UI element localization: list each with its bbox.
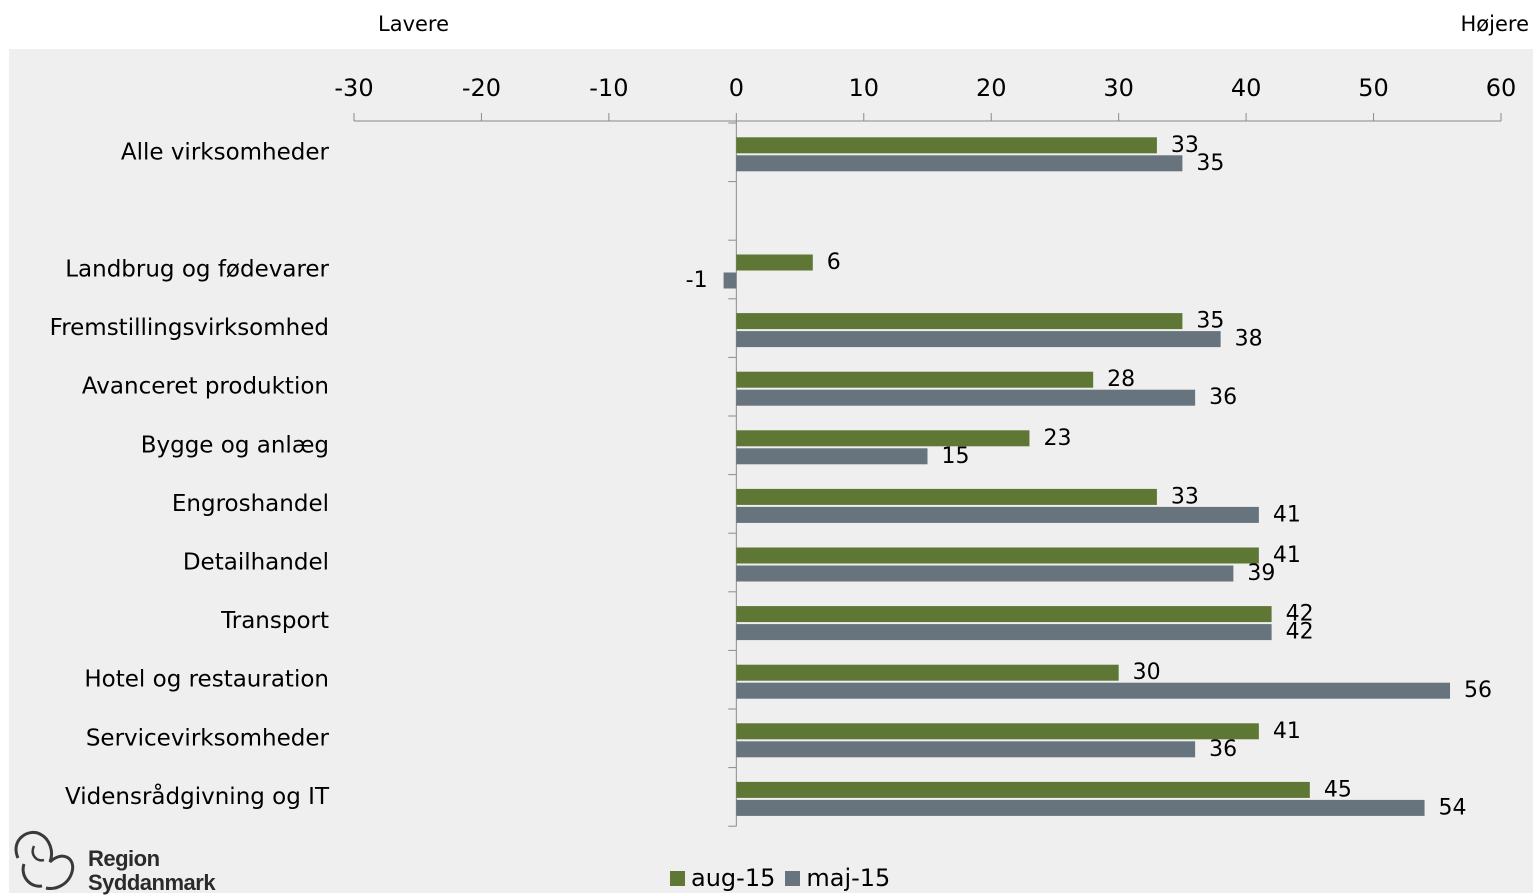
bar-maj-15	[736, 624, 1272, 641]
bar-maj-15	[736, 448, 928, 465]
bar-maj-15	[736, 741, 1196, 758]
data-label: 30	[1133, 660, 1161, 685]
bar-maj-15	[736, 155, 1183, 172]
bar-maj-15	[736, 799, 1425, 816]
data-label: 41	[1273, 543, 1301, 568]
data-label: 42	[1286, 602, 1314, 627]
region-syddanmark-logo: Region Syddanmark	[10, 828, 216, 895]
category-label: Avanceret produktion	[82, 374, 329, 400]
data-label: 45	[1324, 777, 1352, 802]
legend-label-aug: aug-15	[691, 864, 776, 892]
category-label: Engroshandel	[172, 491, 329, 517]
category-label: Landbrug og fødevarer	[65, 257, 329, 283]
category-label: Transport	[220, 608, 329, 634]
x-tick-label: -10	[589, 74, 628, 102]
data-label: 35	[1196, 151, 1224, 176]
x-tick-label: 50	[1358, 74, 1389, 102]
category-label: Vidensrådgivning og IT	[65, 782, 330, 810]
data-label: 36	[1209, 737, 1237, 762]
data-label: 39	[1247, 561, 1275, 586]
bar-maj-15	[736, 565, 1234, 582]
category-label: Hotel og restauration	[84, 667, 329, 693]
data-label: 41	[1273, 502, 1301, 527]
bar-aug-15	[736, 430, 1030, 447]
data-label: 56	[1464, 678, 1492, 703]
data-label: 6	[827, 250, 841, 275]
bar-aug-15	[736, 254, 813, 271]
x-tick-label: 40	[1231, 74, 1262, 102]
legend-item-maj: maj-15	[785, 864, 890, 892]
bar-aug-15	[736, 723, 1259, 740]
legend-swatch-maj	[785, 870, 801, 886]
bar-maj-15	[736, 506, 1259, 523]
data-label: 54	[1439, 795, 1467, 820]
x-tick-label: 30	[1103, 74, 1134, 102]
x-tick-label: -30	[334, 74, 373, 102]
data-label: 36	[1209, 385, 1237, 410]
bar-maj-15	[736, 389, 1196, 406]
data-label: -1	[686, 268, 708, 293]
data-label: 23	[1043, 426, 1071, 451]
bar-aug-15	[736, 137, 1157, 154]
bar-aug-15	[736, 371, 1094, 388]
higher-label: Højere	[1460, 12, 1530, 36]
data-label: 41	[1273, 719, 1301, 744]
x-tick-label: 10	[849, 74, 880, 102]
data-label: 42	[1286, 620, 1314, 645]
data-label: 33	[1171, 484, 1199, 509]
data-label: 33	[1171, 133, 1199, 158]
x-tick-label: 60	[1486, 74, 1517, 102]
bar-maj-15	[723, 272, 737, 289]
bar-maj-15	[736, 682, 1451, 699]
bar-aug-15	[736, 781, 1310, 798]
data-label: 38	[1235, 327, 1263, 352]
lower-label: Lavere	[378, 12, 450, 36]
legend-item-aug: aug-15	[670, 864, 775, 892]
category-label: Detailhandel	[183, 550, 329, 576]
legend: aug-15 maj-15	[670, 864, 900, 892]
logo-line2: Syddanmark	[88, 870, 216, 895]
bar-aug-15	[736, 488, 1157, 505]
legend-swatch-aug	[670, 870, 685, 886]
logo-line1: Region	[88, 846, 160, 871]
bar-aug-15	[736, 313, 1183, 330]
category-label: Alle virksomheder	[121, 139, 330, 165]
legend-label-maj: maj-15	[806, 864, 891, 892]
bar-aug-15	[736, 606, 1272, 623]
bar-aug-15	[736, 547, 1259, 564]
x-tick-label: 0	[729, 74, 744, 102]
bar-aug-15	[736, 664, 1119, 681]
category-label: Servicevirksomheder	[86, 725, 330, 751]
category-label: Bygge og anlæg	[141, 432, 329, 458]
x-tick-label: -20	[462, 74, 501, 102]
bar-maj-15	[736, 331, 1221, 348]
x-tick-label: 20	[976, 74, 1007, 102]
category-label: Fremstillingsvirksomhed	[50, 315, 329, 341]
logo-icon	[14, 831, 75, 890]
data-label: 35	[1196, 309, 1224, 334]
data-label: 15	[942, 444, 970, 469]
data-label: 28	[1107, 367, 1135, 392]
